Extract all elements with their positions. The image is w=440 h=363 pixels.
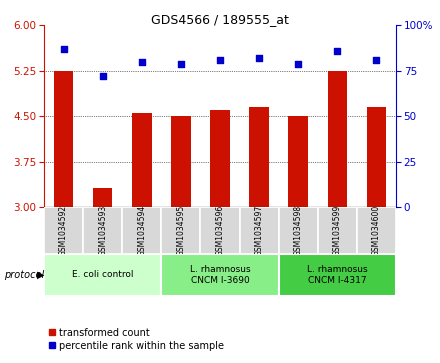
Point <box>295 61 302 66</box>
Bar <box>161 207 201 254</box>
Bar <box>44 254 161 296</box>
Bar <box>279 254 396 296</box>
Text: GSM1034598: GSM1034598 <box>294 205 303 256</box>
Bar <box>210 110 230 207</box>
Bar <box>357 207 396 254</box>
Bar <box>289 116 308 207</box>
Point <box>177 61 184 66</box>
Bar <box>327 71 347 207</box>
Bar <box>132 113 151 207</box>
Text: GSM1034600: GSM1034600 <box>372 205 381 256</box>
Bar <box>171 116 191 207</box>
Bar <box>83 207 122 254</box>
Legend: transformed count, percentile rank within the sample: transformed count, percentile rank withi… <box>44 324 228 355</box>
Text: GSM1034596: GSM1034596 <box>216 205 224 256</box>
Bar <box>161 254 279 296</box>
Text: GSM1034595: GSM1034595 <box>176 205 185 256</box>
Text: GSM1034594: GSM1034594 <box>137 205 146 256</box>
Bar <box>279 207 318 254</box>
Bar <box>249 107 269 207</box>
Bar <box>122 207 161 254</box>
Bar <box>54 71 73 207</box>
Bar <box>239 207 279 254</box>
Text: GDS4566 / 189555_at: GDS4566 / 189555_at <box>151 13 289 26</box>
Point <box>256 55 263 61</box>
Bar <box>93 188 113 207</box>
Text: GSM1034592: GSM1034592 <box>59 205 68 256</box>
Point <box>60 46 67 52</box>
Text: GSM1034593: GSM1034593 <box>98 205 107 256</box>
Bar <box>318 207 357 254</box>
Point <box>138 59 145 65</box>
Text: ▶: ▶ <box>37 270 45 280</box>
Text: protocol: protocol <box>4 270 44 280</box>
Text: E. coli control: E. coli control <box>72 270 133 280</box>
Point <box>373 57 380 63</box>
Text: L. rhamnosus
CNCM I-4317: L. rhamnosus CNCM I-4317 <box>307 265 368 285</box>
Bar <box>201 207 239 254</box>
Point <box>99 73 106 79</box>
Bar <box>44 207 83 254</box>
Text: GSM1034599: GSM1034599 <box>333 205 342 256</box>
Bar <box>367 107 386 207</box>
Point <box>334 48 341 54</box>
Text: GSM1034597: GSM1034597 <box>255 205 264 256</box>
Text: L. rhamnosus
CNCM I-3690: L. rhamnosus CNCM I-3690 <box>190 265 250 285</box>
Point <box>216 57 224 63</box>
